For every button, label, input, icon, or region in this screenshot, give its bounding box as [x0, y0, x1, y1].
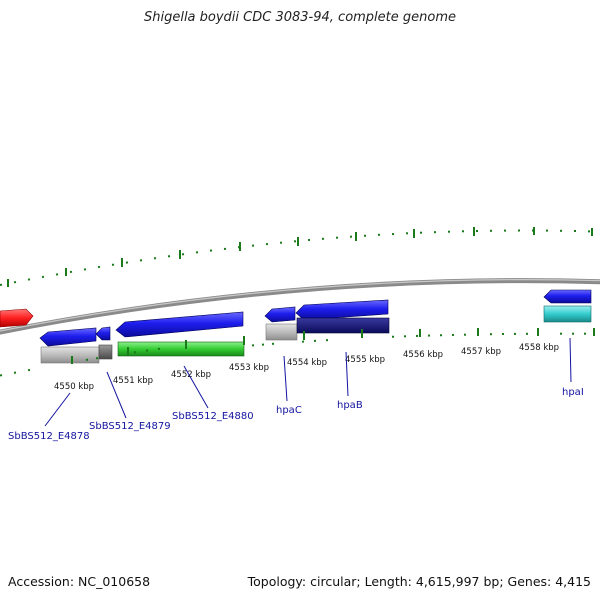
map-title: Shigella boydii CDC 3083-94, complete ge…: [143, 10, 457, 25]
tick-label: 4556 kbp: [403, 350, 443, 360]
tick-label: 4551 kbp: [113, 376, 153, 386]
gene-label-sbbs512-e4878[interactable]: SbBS512_E4878: [8, 431, 90, 442]
gene-label-hpab[interactable]: hpaB: [337, 400, 363, 411]
gene-sbbs512-e4880[interactable]: [115, 311, 245, 357]
accession-text: Accession: NC_010658: [8, 574, 151, 589]
tick-label: 4552 kbp: [171, 370, 211, 380]
tick-label: 4553 kbp: [229, 363, 269, 373]
tick-label: 4555 kbp: [345, 355, 385, 365]
gene-label-hpac[interactable]: hpaC: [276, 405, 302, 416]
gene-sbbs512-e4879[interactable]: [95, 326, 113, 360]
gene-sbbs512-e4878[interactable]: [39, 327, 100, 364]
gene-hpai[interactable]: [543, 289, 592, 323]
genome-backbone: [0, 278, 600, 335]
gene-label-hpai[interactable]: hpaI: [562, 387, 584, 398]
gene-label-sbbs512-e4879[interactable]: SbBS512_E4879: [89, 421, 171, 432]
label-leaders: [44, 337, 572, 427]
gene-label-sbbs512-e4880[interactable]: SbBS512_E4880: [172, 411, 254, 422]
topology-text: Topology: circular; Length: 4,615,997 bp…: [247, 574, 591, 589]
gene-hpab[interactable]: [295, 299, 390, 334]
tick-label: 4558 kbp: [519, 343, 559, 353]
gene-red[interactable]: [0, 308, 34, 328]
gene-hpac[interactable]: [264, 306, 298, 341]
tick-label: 4557 kbp: [461, 347, 501, 357]
inner-tick-track: [0, 328, 595, 377]
outer-tick-track: [0, 227, 593, 287]
tick-label: 4554 kbp: [287, 358, 327, 368]
tick-label: 4550 kbp: [54, 382, 94, 392]
